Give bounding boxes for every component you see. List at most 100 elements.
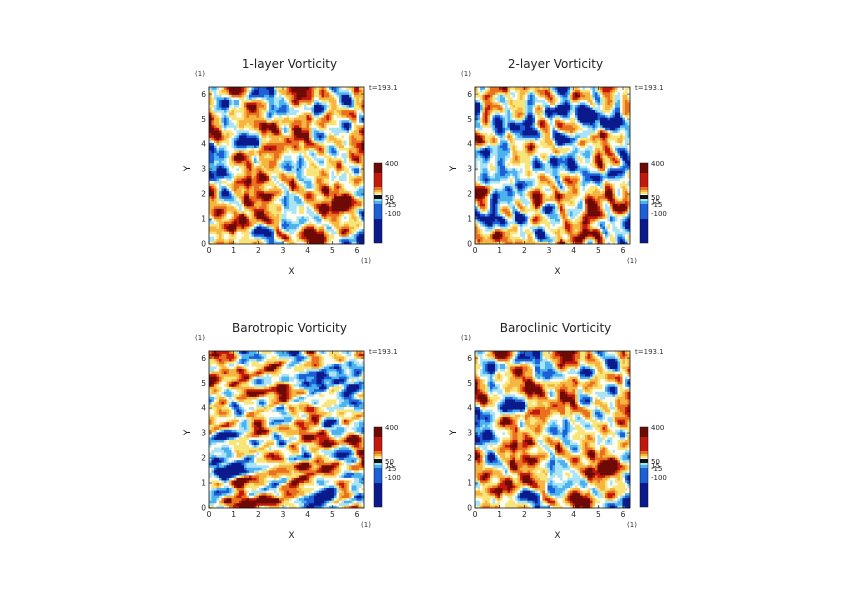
x-tick-label: 0 xyxy=(207,510,212,519)
x-tick-label: 2 xyxy=(522,246,527,255)
x-tick-label: 6 xyxy=(355,246,360,255)
y-tick-label: 2 xyxy=(201,190,206,199)
time-label: t=193.1 xyxy=(635,84,664,92)
y-tick-label: 1 xyxy=(467,479,472,488)
colorbar-segment xyxy=(374,195,382,199)
colorbar-segment xyxy=(640,204,648,219)
colorbar-segment xyxy=(374,199,382,201)
panel-title: Baroclinic Vorticity xyxy=(500,321,612,335)
colorbar-segment xyxy=(640,451,648,454)
colorbar-segment xyxy=(640,199,648,201)
x-tick-label: 3 xyxy=(281,246,286,255)
heatmap-cells xyxy=(475,87,631,245)
y-tick-label: 5 xyxy=(467,379,472,388)
y-tick-label: 4 xyxy=(467,140,472,149)
y-tick-label: 6 xyxy=(201,354,206,363)
panel-1: 1-layer Vorticity 0 1 2 3 4 5 6 0 1 2 3 4 5 6 X Y (1) (1) t… xyxy=(183,57,401,277)
colorbar-segment xyxy=(640,468,648,483)
y-tick-label: 6 xyxy=(467,354,472,363)
y-tick-label: 3 xyxy=(467,429,472,438)
colorbar-label: -15 xyxy=(651,465,662,473)
y-tick-label: 3 xyxy=(201,165,206,174)
panel-title: 1-layer Vorticity xyxy=(242,57,337,71)
colorbar-segment xyxy=(374,204,382,219)
colorbar-segment xyxy=(640,190,648,192)
colorbar-segment xyxy=(374,483,382,507)
colorbar-segment xyxy=(640,459,648,463)
x-unit-label: (1) xyxy=(361,257,371,265)
y-tick-label: 2 xyxy=(201,454,206,463)
colorbar-label: 15 xyxy=(651,462,660,470)
colorbar-segment xyxy=(640,427,648,437)
x-tick-label: 2 xyxy=(522,510,527,519)
colorbar-segment xyxy=(374,190,382,192)
y-tick-label: 4 xyxy=(201,140,206,149)
x-tick-label: 2 xyxy=(256,510,261,519)
x-axis-label: X xyxy=(288,531,294,541)
x-tick-label: 4 xyxy=(571,510,576,519)
y-tick-label: 1 xyxy=(467,215,472,224)
colorbar-label: -15 xyxy=(385,201,396,209)
y-tick-label: 0 xyxy=(467,240,472,249)
x-tick-label: 1 xyxy=(231,510,236,519)
colorbar-label: 50 xyxy=(385,458,394,466)
colorbar-label: -100 xyxy=(651,210,667,218)
y-tick-label: 5 xyxy=(467,115,472,124)
colorbar-segment xyxy=(374,459,382,463)
y-tick-label: 4 xyxy=(467,404,472,413)
colorbar-label: -15 xyxy=(385,465,396,473)
colorbar-segment xyxy=(640,483,648,507)
x-axis-label: X xyxy=(554,267,560,277)
y-tick-label: 2 xyxy=(467,190,472,199)
y-tick-label: 6 xyxy=(201,90,206,99)
colorbar-label: 50 xyxy=(651,458,660,466)
y-tick-label: 3 xyxy=(201,429,206,438)
panel-3: Barotropic Vorticity 0 1 2 3 4 5 6 0 1 2 3 4 5 6 X Y (1) (… xyxy=(183,321,401,541)
colorbar-label: -100 xyxy=(385,474,401,482)
x-tick-label: 5 xyxy=(596,510,601,519)
y-unit-label: (1) xyxy=(195,334,205,342)
x-tick-label: 1 xyxy=(497,246,502,255)
colorbar-segment xyxy=(640,465,648,468)
y-unit-label: (1) xyxy=(461,70,471,78)
y-axis-label: Y xyxy=(449,429,459,436)
x-tick-label: 0 xyxy=(473,246,478,255)
time-label: t=193.1 xyxy=(635,348,664,356)
colorbar-segment xyxy=(374,219,382,243)
colorbar-segment xyxy=(374,465,382,468)
x-tick-label: 1 xyxy=(231,246,236,255)
heatmap-cells xyxy=(209,87,365,245)
x-unit-label: (1) xyxy=(627,257,637,265)
colorbar-segment xyxy=(640,437,648,451)
colorbar-segment xyxy=(374,451,382,454)
y-unit-label: (1) xyxy=(461,334,471,342)
x-unit-label: (1) xyxy=(627,521,637,529)
colorbar-label: 400 xyxy=(385,160,398,168)
y-tick-label: 0 xyxy=(467,504,472,513)
colorbar-segment xyxy=(640,194,648,195)
colorbar-segment xyxy=(374,458,382,459)
panel-title: 2-layer Vorticity xyxy=(508,57,603,71)
colorbar-segment xyxy=(374,173,382,187)
x-tick-label: 1 xyxy=(497,510,502,519)
colorbar-segment xyxy=(374,201,382,204)
x-tick-label: 6 xyxy=(621,510,626,519)
x-tick-label: 0 xyxy=(473,510,478,519)
colorbar-segment xyxy=(374,192,382,194)
y-tick-label: 0 xyxy=(201,504,206,513)
colorbar-segment xyxy=(374,187,382,190)
y-tick-label: 2 xyxy=(467,454,472,463)
colorbar-segment xyxy=(640,454,648,456)
colorbar-label: 15 xyxy=(385,198,394,206)
y-axis-label: Y xyxy=(449,165,459,172)
y-tick-label: 3 xyxy=(467,165,472,174)
x-tick-label: 4 xyxy=(305,510,310,519)
x-axis-label: X xyxy=(554,531,560,541)
plot-frame xyxy=(208,86,365,245)
x-unit-label: (1) xyxy=(361,521,371,529)
y-tick-label: 1 xyxy=(201,479,206,488)
x-tick-label: 0 xyxy=(207,246,212,255)
